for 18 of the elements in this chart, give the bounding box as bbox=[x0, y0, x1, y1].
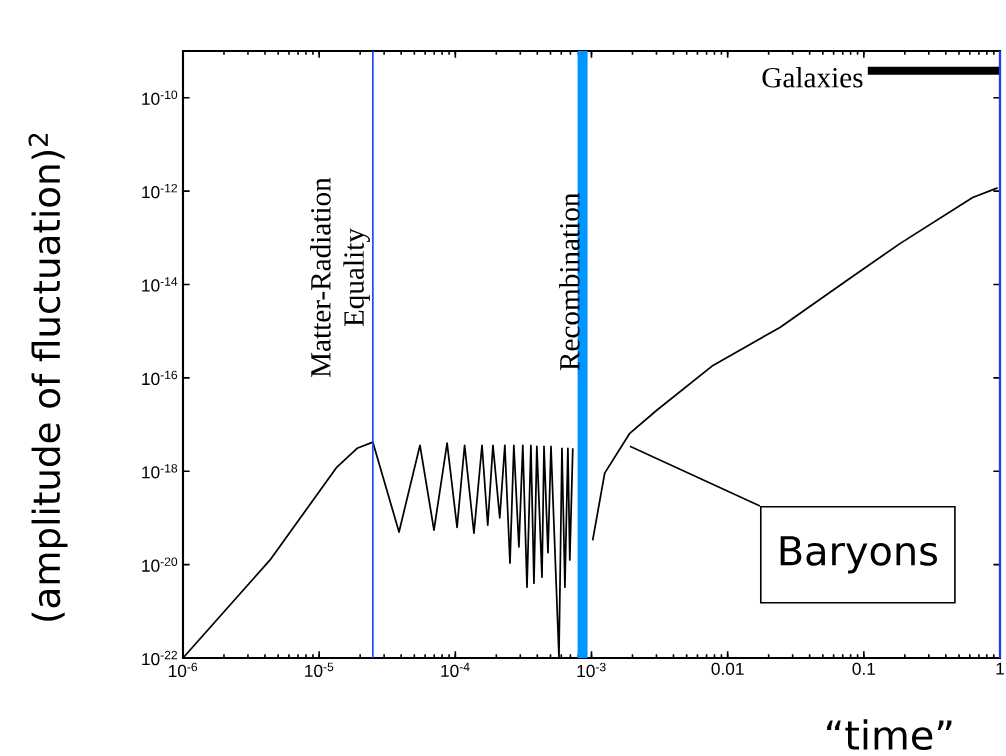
y-tick-label: 10$^{-12}$ bbox=[142, 183, 178, 199]
y-tick-label: 10$^{-14}$ bbox=[142, 277, 178, 292]
x-axis-title: “time” bbox=[827, 719, 952, 751]
x-tick-label: 10$^{-3}$ bbox=[577, 662, 606, 678]
legend-label: Galaxies bbox=[762, 67, 863, 88]
x-tick-label: 0.01 bbox=[711, 662, 744, 675]
y-tick-label: 10$^{-18}$ bbox=[142, 464, 178, 479]
x-tick-label: 10$^{-4}$ bbox=[441, 662, 470, 677]
annotation: Baryons bbox=[780, 536, 937, 574]
y-axis-title: (amplitude of fluctuation)$^{2}$ bbox=[28, 133, 68, 621]
x-tick-label: 0.1 bbox=[852, 662, 875, 675]
x-tick-label: 1 bbox=[996, 662, 1004, 675]
x-tick-label: 10$^{-5}$ bbox=[305, 662, 334, 677]
y-tick-label: 10$^{-20}$ bbox=[142, 557, 178, 572]
ref-line-label: Matter-Radiation Equality bbox=[310, 177, 370, 378]
ref-line-label: Recombination bbox=[559, 192, 580, 371]
y-tick-label: 10$^{-16}$ bbox=[142, 370, 178, 386]
y-tick-label: 10$^{-10}$ bbox=[142, 90, 178, 105]
